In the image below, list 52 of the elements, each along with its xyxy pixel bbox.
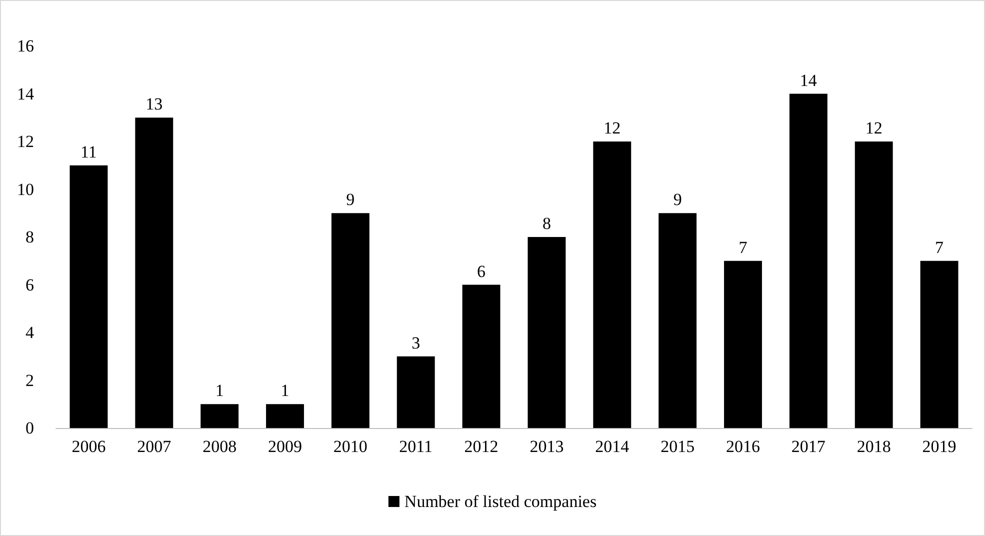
y-tick-label: 8 <box>26 228 34 246</box>
bar <box>135 118 174 428</box>
legend-label: Number of listed companies <box>404 492 597 511</box>
y-tick-label: 16 <box>17 36 34 56</box>
x-tick-label: 2012 <box>464 437 498 456</box>
y-tick-label: 12 <box>17 132 34 151</box>
data-label: 12 <box>865 118 882 138</box>
y-tick-label: 14 <box>17 84 34 104</box>
x-tick-label: 2018 <box>856 437 891 456</box>
x-tick-label: 2015 <box>660 437 695 456</box>
bar <box>593 142 632 428</box>
y-tick-label: 2 <box>26 370 34 390</box>
bar <box>462 284 500 428</box>
y-tick-label: 0 <box>26 418 34 438</box>
bar <box>70 165 108 428</box>
data-label: 9 <box>673 190 682 210</box>
y-tick-label: 6 <box>26 275 34 294</box>
y-tick-label: 10 <box>17 180 34 199</box>
bar <box>396 356 435 428</box>
x-tick-label: 2007 <box>137 437 172 456</box>
bar <box>920 260 958 428</box>
x-tick-label: 2019 <box>922 437 956 456</box>
x-tick-label: 2013 <box>530 437 564 456</box>
data-label: 3 <box>412 333 420 352</box>
x-tick-label: 2010 <box>333 437 368 456</box>
data-label: 13 <box>146 94 163 114</box>
x-tick-label: 2009 <box>268 437 302 456</box>
bar <box>266 404 304 428</box>
bar <box>528 237 566 428</box>
data-label: 12 <box>604 118 621 138</box>
data-label: 9 <box>346 190 355 210</box>
data-label: 1 <box>215 381 224 400</box>
x-tick-label: 2006 <box>72 437 106 456</box>
bar <box>724 260 762 428</box>
bar <box>658 213 697 428</box>
x-tick-label: 2011 <box>399 437 433 456</box>
data-label: 7 <box>935 238 944 257</box>
data-label: 14 <box>800 70 818 90</box>
x-tick-label: 2016 <box>726 437 760 456</box>
data-label: 6 <box>477 262 486 281</box>
data-label: 7 <box>738 238 748 257</box>
data-label: 8 <box>542 214 551 233</box>
y-tick-label: 4 <box>26 323 34 342</box>
bar <box>854 142 893 428</box>
x-tick-label: 2017 <box>791 437 826 456</box>
bar <box>331 213 370 428</box>
x-tick-label: 2008 <box>202 437 237 456</box>
x-tick-label: 2014 <box>595 437 630 456</box>
data-label: 11 <box>80 142 97 162</box>
bar <box>200 404 239 428</box>
data-label: 1 <box>280 381 290 400</box>
bar <box>789 94 828 428</box>
